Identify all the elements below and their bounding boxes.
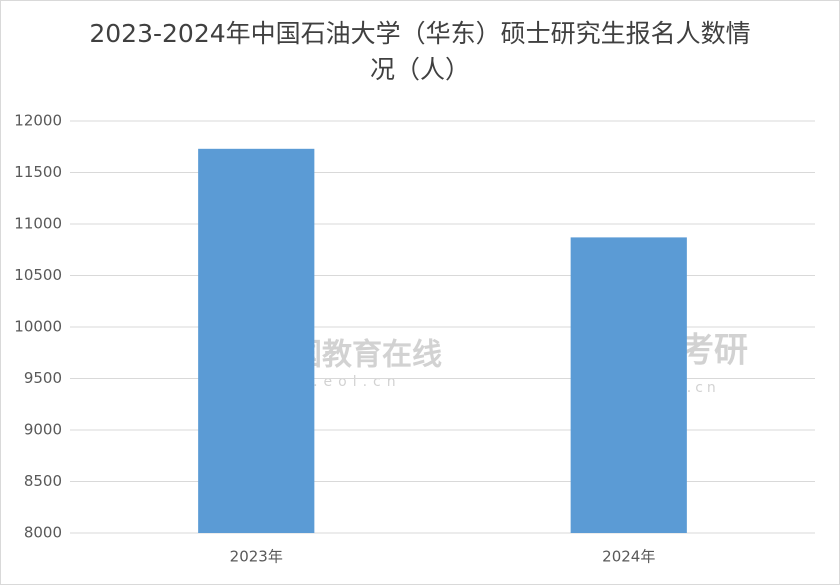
- bar: [198, 148, 315, 533]
- y-tick-label: 9500: [24, 369, 62, 387]
- y-tick-label: 12000: [14, 112, 62, 130]
- chart-title: 2023-2024年中国石油大学（华东）硕士研究生报名人数情况（人）: [89, 19, 751, 84]
- y-tick-label: 11000: [14, 215, 62, 233]
- bar: [570, 237, 687, 533]
- y-tick-label: 11500: [14, 163, 62, 181]
- x-tick-label: 2024年: [602, 548, 655, 566]
- y-tick-label: 9000: [24, 421, 62, 439]
- y-tick-label: 8500: [24, 472, 62, 490]
- y-tick-label: 10000: [14, 318, 62, 336]
- y-tick-label: 10500: [14, 266, 62, 284]
- y-tick-label: 8000: [24, 524, 62, 542]
- x-tick-label: 2023年: [230, 548, 283, 566]
